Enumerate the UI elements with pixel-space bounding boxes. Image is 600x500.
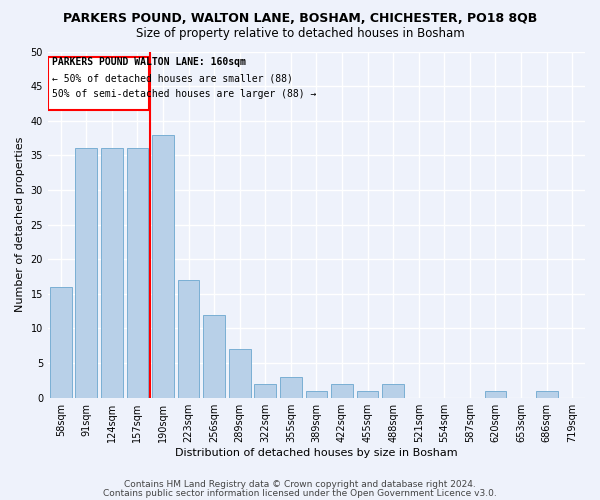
Bar [101, 148, 123, 398]
Text: Contains HM Land Registry data © Crown copyright and database right 2024.: Contains HM Land Registry data © Crown c… [124, 480, 476, 489]
Text: Size of property relative to detached houses in Bosham: Size of property relative to detached ho… [136, 28, 464, 40]
Bar [127, 148, 148, 398]
Text: 50% of semi-detached houses are larger (88) →: 50% of semi-detached houses are larger (… [52, 89, 317, 99]
Y-axis label: Number of detached properties: Number of detached properties [15, 137, 25, 312]
Bar [76, 148, 97, 398]
Bar [305, 391, 328, 398]
Bar [382, 384, 404, 398]
Bar [152, 134, 174, 398]
Bar [331, 384, 353, 398]
Text: Contains public sector information licensed under the Open Government Licence v3: Contains public sector information licen… [103, 488, 497, 498]
Bar [536, 391, 557, 398]
Text: PARKERS POUND, WALTON LANE, BOSHAM, CHICHESTER, PO18 8QB: PARKERS POUND, WALTON LANE, BOSHAM, CHIC… [63, 12, 537, 26]
Bar [280, 377, 302, 398]
Bar [357, 391, 379, 398]
Bar [178, 280, 199, 398]
Text: PARKERS POUND WALTON LANE: 160sqm: PARKERS POUND WALTON LANE: 160sqm [52, 58, 246, 68]
Bar [50, 287, 71, 398]
Text: ← 50% of detached houses are smaller (88): ← 50% of detached houses are smaller (88… [52, 74, 293, 84]
Bar [254, 384, 276, 398]
Bar [203, 314, 225, 398]
X-axis label: Distribution of detached houses by size in Bosham: Distribution of detached houses by size … [175, 448, 458, 458]
FancyBboxPatch shape [49, 57, 149, 110]
Bar [485, 391, 506, 398]
Bar [229, 349, 251, 398]
